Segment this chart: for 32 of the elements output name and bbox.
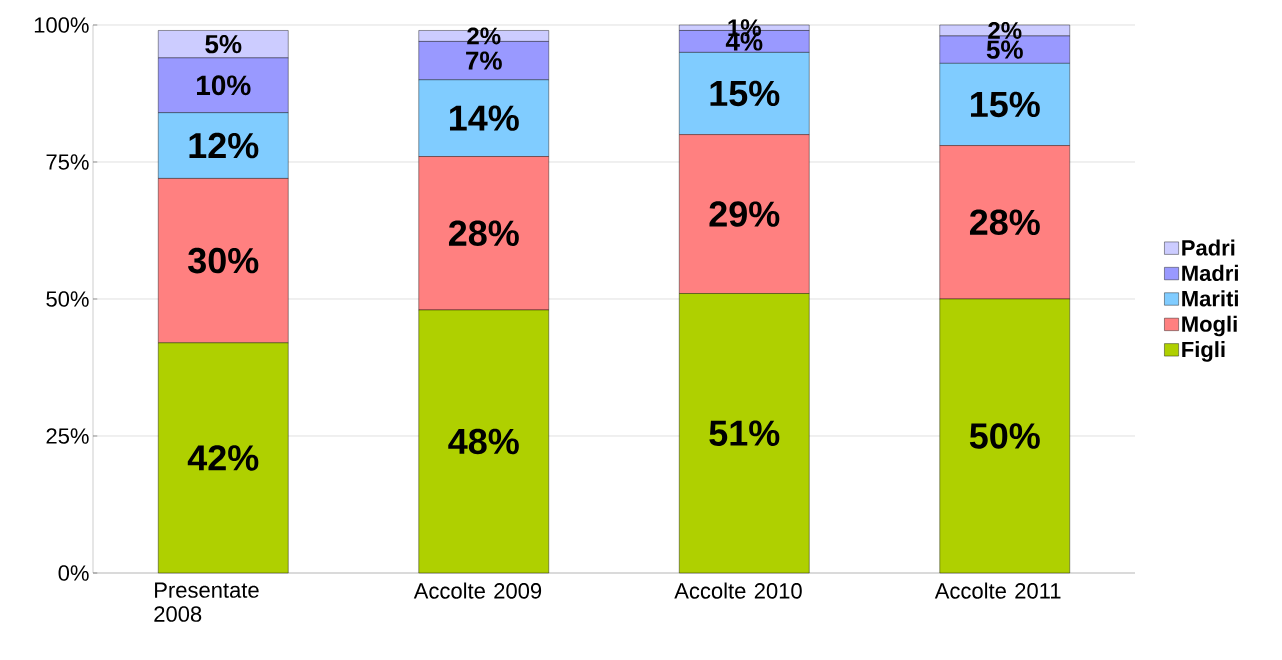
data-label: 15% (970, 91, 1040, 118)
legend-label: Padri (1182, 239, 1235, 256)
data-label: 51% (709, 420, 780, 446)
data-label: 30% (188, 247, 259, 274)
data-label: 29% (709, 201, 780, 227)
data-label: 28% (448, 220, 519, 246)
legend-label: Madri (1182, 264, 1238, 282)
legend-label: Figli (1182, 341, 1225, 362)
y-tick-label: 100% (34, 17, 89, 33)
y-tick-label: 0% (58, 565, 89, 581)
data-label: 10% (197, 75, 251, 96)
x-tick-label: Accolte 2011 (934, 582, 1061, 599)
legend-label: Mogli (1182, 315, 1237, 337)
data-label: 5% (205, 35, 242, 54)
data-label: 14% (449, 105, 519, 131)
legend-label: Mariti (1182, 290, 1238, 307)
x-tick-label: Presentate 2008 (154, 582, 259, 622)
data-label: 5% (986, 40, 1023, 59)
data-label: 7% (466, 51, 502, 70)
y-tick-label: 75% (46, 154, 89, 170)
data-label: 48% (448, 428, 519, 455)
data-label: 2% (467, 27, 501, 45)
data-label: 2% (988, 21, 1022, 39)
data-label: 15% (710, 80, 780, 107)
x-tick-label: Accolte 2010 (674, 582, 802, 599)
y-tick-label: 25% (46, 428, 89, 444)
y-tick-label: 50% (46, 291, 89, 307)
data-label: 12% (189, 132, 259, 159)
data-label: 28% (969, 209, 1040, 236)
data-label: 42% (187, 445, 259, 471)
x-tick-label: Accolte 2009 (413, 582, 542, 599)
data-label: 50% (969, 423, 1040, 449)
